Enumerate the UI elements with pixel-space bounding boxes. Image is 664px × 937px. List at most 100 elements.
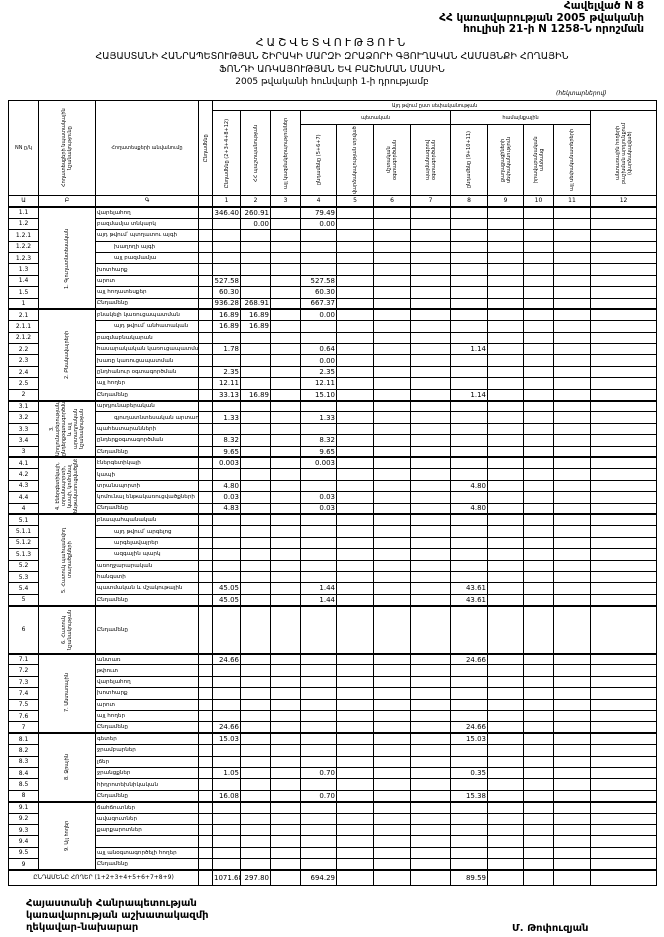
cell-col-a xyxy=(198,548,213,561)
cell-col-11 xyxy=(553,240,591,253)
cell-col-1 xyxy=(212,664,241,677)
cell-col-6 xyxy=(373,502,411,516)
cell-col-2 xyxy=(240,536,271,550)
cell-col-4: 667.37 xyxy=(300,297,337,311)
cell-col-3 xyxy=(270,823,301,837)
cell-col-4: 1.44 xyxy=(300,593,337,607)
land-type-name: բնակելի կառուցապատման xyxy=(95,308,199,322)
cell-col-3 xyxy=(270,297,301,311)
cell-col-8 xyxy=(450,812,488,825)
cell-col-8: 24.66 xyxy=(450,653,488,666)
row-number: 7.3 xyxy=(8,675,39,689)
cell-col-1 xyxy=(212,217,241,231)
column-number: Բ xyxy=(38,194,96,208)
land-type-name: արոտ xyxy=(95,698,199,712)
cell-col-4: 15.10 xyxy=(300,388,337,402)
cell-col-9 xyxy=(487,297,524,311)
cell-col-5 xyxy=(336,823,374,837)
cell-col-a xyxy=(198,479,213,493)
cell-col-1: 1.33 xyxy=(212,411,241,424)
cell-col-1: 346.40 xyxy=(212,206,241,219)
column-number: 11 xyxy=(553,194,591,208)
section-label: 3. Արդյունաբերության, ընդերքօգտագործման … xyxy=(38,400,96,459)
cell-col-a xyxy=(198,605,213,655)
cell-col-a xyxy=(198,559,213,572)
land-type-name: էներգետիկայի xyxy=(95,456,199,470)
cell-col-1 xyxy=(212,835,241,848)
cell-col-2 xyxy=(240,513,271,527)
table-row: 8.3 լճեր xyxy=(8,755,658,768)
cell-col-2 xyxy=(240,801,271,814)
cell-col-1: 1.78 xyxy=(212,343,241,356)
cell-col-a xyxy=(198,468,213,481)
cell-col-11 xyxy=(553,468,591,481)
cell-col-3 xyxy=(270,653,301,666)
cell-col-1: 0.003 xyxy=(212,456,241,470)
cell-col-4: 12.11 xyxy=(300,377,337,390)
cell-col-2 xyxy=(240,263,271,276)
row-number: 2 xyxy=(8,388,39,402)
land-type-name: ազգային պարկ xyxy=(95,548,199,561)
cell-col-8 xyxy=(450,491,488,504)
land-type-name: պատմական և մշակութային xyxy=(95,582,199,595)
cell-col-6 xyxy=(373,400,411,413)
land-type-name: Ընդամենը xyxy=(95,297,199,311)
cell-col-8 xyxy=(450,675,488,689)
table-row: 2.1 2. Բնակավայրերի բնակելի կառուցապատման 1… xyxy=(8,308,658,402)
cell-col-8 xyxy=(450,698,488,712)
section-label-text: 4. Էներգետիկայի, տրանսպորտի, կապի, կոմու… xyxy=(55,458,79,513)
row-number: 8.4 xyxy=(8,766,39,780)
cell-col-12 xyxy=(589,755,658,768)
cell-col-10 xyxy=(523,206,554,219)
cell-col-4 xyxy=(300,653,337,666)
cell-col-2: 268.91 xyxy=(240,297,271,311)
cell-col-10 xyxy=(523,732,554,746)
cell-col-3 xyxy=(270,502,301,516)
cell-col-7 xyxy=(410,354,451,367)
row-number: 3.1 xyxy=(8,400,39,413)
land-type-name: պահեստարանների xyxy=(95,422,199,436)
cell-col-7 xyxy=(410,491,451,504)
land-type-name: ջրանցքներ xyxy=(95,766,199,780)
cell-col-a xyxy=(198,502,213,516)
cell-col-4 xyxy=(300,320,337,333)
cell-col-7 xyxy=(410,320,451,333)
cell-col-10 xyxy=(523,286,554,299)
cell-col-8: 1.14 xyxy=(450,343,488,356)
cell-col-3 xyxy=(270,721,301,735)
cell-col-1 xyxy=(212,400,241,413)
total-row: 5 Ընդամենը 45.05 1.44 43.61 xyxy=(8,593,658,607)
header-c12: անտառային հողերի բաշխման արդյունքում (վա… xyxy=(589,110,658,196)
land-type-name: այդ թվում՝ անհատական xyxy=(95,320,199,333)
cell-col-3 xyxy=(270,320,301,333)
cell-col-9 xyxy=(487,653,524,666)
cell-col-5 xyxy=(336,479,374,493)
cell-col-12 xyxy=(589,206,658,219)
signatory-line: ղեկավար-նախարար xyxy=(26,922,139,933)
land-type-name: այլ հողատեսքեր xyxy=(95,286,199,299)
table-row: 7.3 վարելահող xyxy=(8,675,658,689)
table-row: 3.4 ընդերքօգտագործման 8.32 8.32 xyxy=(8,434,658,447)
cell-col-3 xyxy=(270,240,301,253)
cell-col-1: 0.03 xyxy=(212,491,241,504)
cell-col-1 xyxy=(212,263,241,276)
cell-col-2 xyxy=(240,468,271,481)
header-name: Հողատեսքերի անվանումը xyxy=(95,100,199,196)
cell-col-4 xyxy=(300,263,337,276)
cell-col-10 xyxy=(523,422,554,436)
cell-col-12 xyxy=(589,835,658,848)
cell-col-2 xyxy=(240,456,271,470)
cell-col-5 xyxy=(336,835,374,848)
cell-col-a xyxy=(198,823,213,837)
cell-col-1 xyxy=(212,548,241,561)
cell-col-4 xyxy=(300,801,337,814)
total-row: 7 Ընդամենը 24.66 24.66 xyxy=(8,721,658,735)
cell-col-11 xyxy=(553,217,591,231)
cell-col-1 xyxy=(212,675,241,689)
cell-col-7 xyxy=(410,286,451,299)
cell-col-11 xyxy=(553,206,591,219)
cell-col-3 xyxy=(270,664,301,677)
land-type-name: լճեր xyxy=(95,755,199,768)
cell-col-4 xyxy=(300,570,337,584)
cell-col-7 xyxy=(410,240,451,253)
